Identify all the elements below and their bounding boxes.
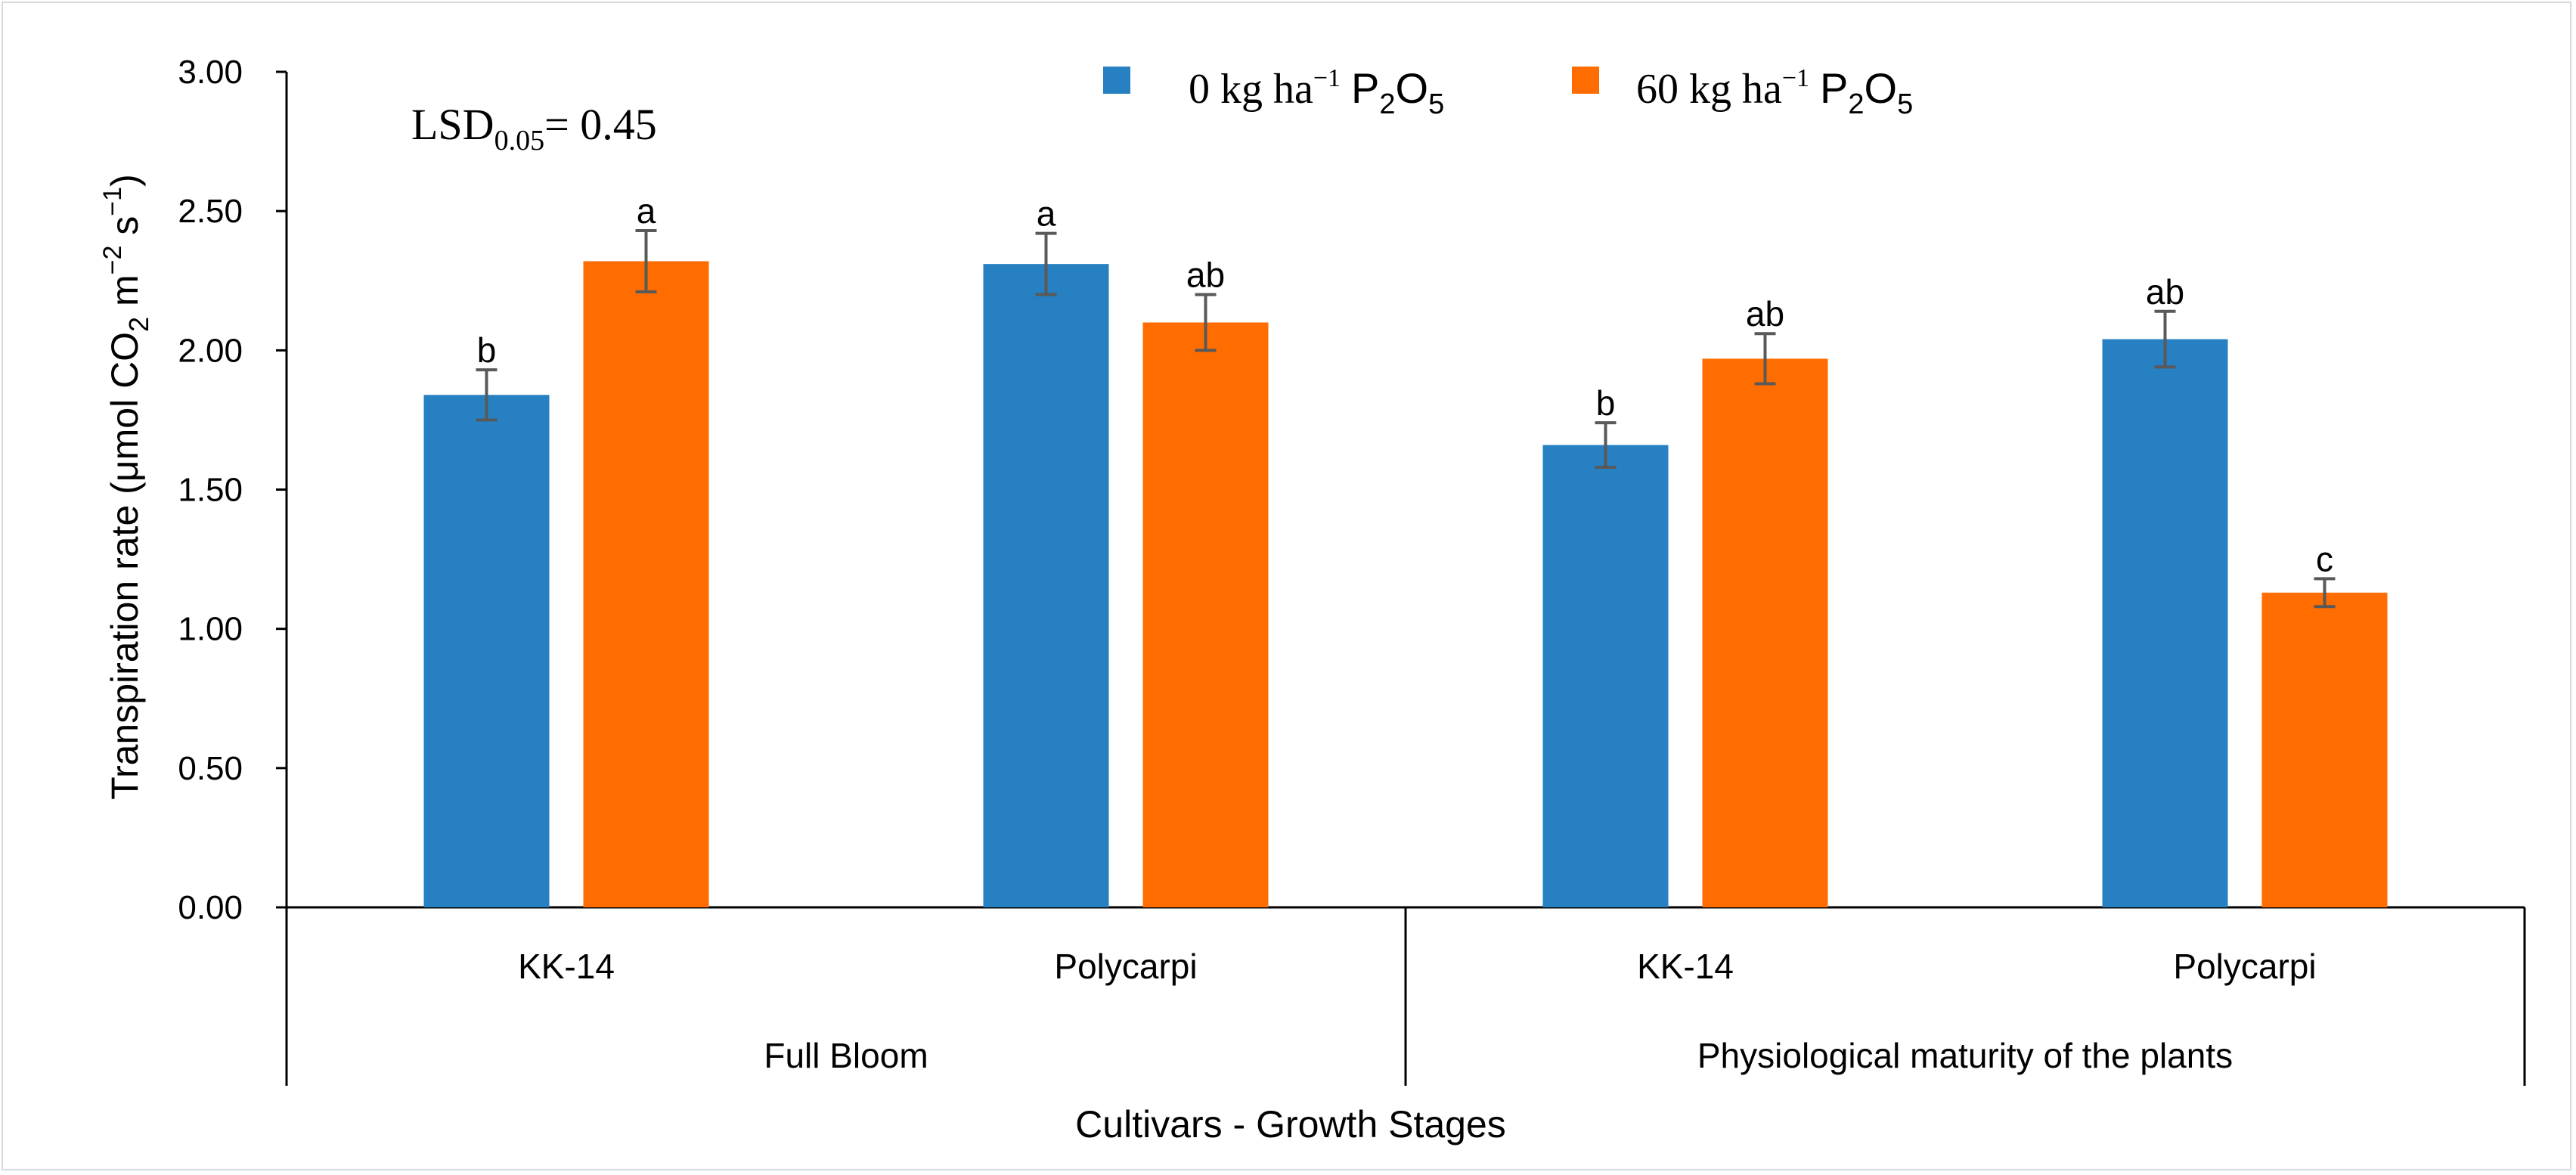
legend-label-series-0: 0 kg ha−1 P2O5 (1189, 64, 1444, 120)
group-label-0: Full Bloom (764, 1036, 928, 1075)
bar-series-1-cat-2 (1702, 358, 1828, 908)
category-label-1: Polycarpi (1054, 947, 1197, 986)
bar-series-0-cat-2 (1542, 445, 1669, 907)
significance-letter-series-0-cat-1: a (1037, 194, 1056, 234)
lsd-annotation: LSD0.05= 0.45 (411, 100, 657, 157)
category-label-2: KK-14 (1637, 947, 1734, 986)
bar-series-0-cat-1 (983, 264, 1109, 907)
bar-series-1-cat-0 (583, 261, 709, 907)
legend-swatch-series-1 (1572, 67, 1599, 94)
group-label-1: Physiological maturity of the plants (1697, 1036, 2233, 1075)
axes: 0.00 0.50 1.00 1.50 2.00 2.50 3.00 Full Bloom Ph… (178, 54, 2526, 1086)
bar-series-0-cat-0 (423, 395, 550, 907)
y-tick-label-1: 0.50 (178, 750, 243, 787)
y-tick-label-2: 1.00 (178, 611, 243, 648)
x-axis-title: Cultivars - Growth Stages (1075, 1103, 1506, 1146)
bar-series-0-cat-3 (2102, 339, 2228, 908)
significance-letter-series-1-cat-0: a (637, 191, 656, 231)
legend-label-series-1: 60 kg ha−1 P2O5 (1636, 64, 1913, 120)
significance-letter-series-1-cat-1: ab (1186, 256, 1225, 295)
y-axis-title: Transpiration rate (μmol CO2 m−2 s−1) (98, 174, 154, 799)
y-tick-label-4: 2.00 (178, 332, 243, 369)
chart-svg: Transpiration rate (μmol CO2 m−2 s−1) LS… (98, 54, 2526, 1146)
significance-letter-series-1-cat-2: ab (1746, 294, 1784, 333)
y-tick-label-0: 0.00 (178, 889, 243, 926)
bar-series-1-cat-1 (1142, 322, 1269, 907)
bar-series-1-cat-3 (2261, 592, 2388, 907)
bars: b a a ab b ab ab c (423, 191, 2388, 908)
category-label-0: KK-14 (518, 947, 615, 986)
significance-letter-series-0-cat-2: b (1596, 383, 1616, 423)
legend: 0 kg ha−1 P2O5 60 kg ha−1 P2O5 (1103, 64, 1913, 120)
y-tick-label-3: 1.50 (178, 472, 243, 509)
significance-letter-series-0-cat-0: b (477, 330, 497, 370)
legend-swatch-series-0 (1103, 67, 1130, 94)
y-tick-label-6: 3.00 (178, 54, 243, 91)
significance-letter-series-1-cat-3: c (2316, 539, 2333, 578)
significance-letter-series-0-cat-3: ab (2146, 272, 2184, 312)
category-label-3: Polycarpi (2173, 947, 2316, 986)
y-tick-label-5: 2.50 (178, 193, 243, 230)
